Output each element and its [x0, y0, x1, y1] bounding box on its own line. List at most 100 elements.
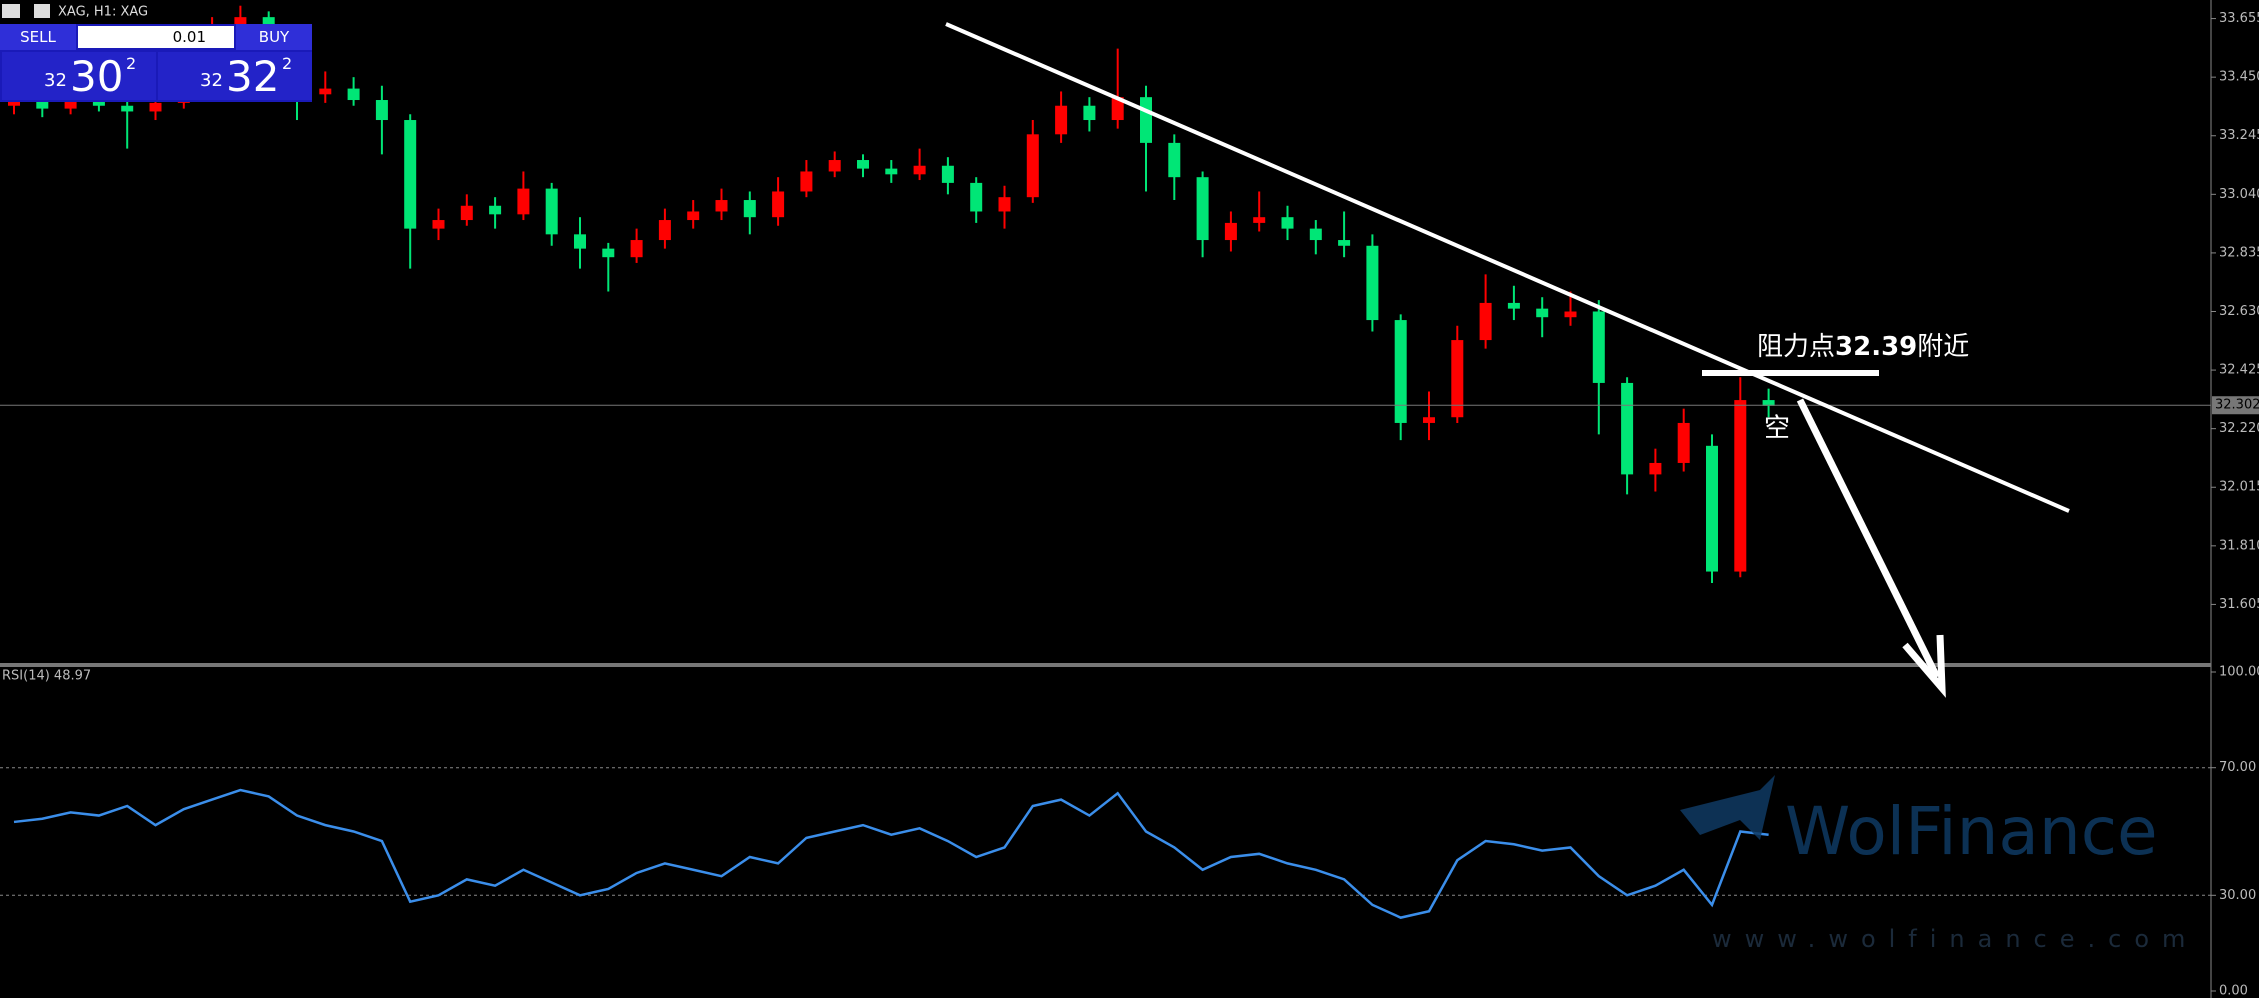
- price-main: 32: [226, 52, 280, 101]
- watermark: WolFinance: [1785, 793, 2158, 870]
- signal-text: 空: [1764, 414, 1790, 444]
- resistance-level: 32.39: [1835, 332, 1917, 362]
- candle-body: [1592, 311, 1605, 383]
- y-tick-label: 32.630: [2219, 304, 2259, 319]
- y-tick-label: 30.00: [2219, 888, 2256, 903]
- candle-body: [828, 160, 841, 172]
- price-big: 32: [200, 70, 223, 91]
- last-price-box: [2212, 396, 2259, 415]
- y-tick-label: 33.245: [2219, 128, 2259, 143]
- price-small: 2: [282, 54, 293, 73]
- candle-body: [1055, 105, 1068, 135]
- trade-panel: SELL 0.01 BUY 32 30 2 32 32 2: [0, 24, 312, 102]
- y-tick-label: 33.450: [2219, 70, 2259, 85]
- resistance-prefix: 阻力点: [1757, 332, 1835, 362]
- candle-body: [1479, 302, 1492, 341]
- y-tick-label: 32.220: [2219, 421, 2259, 436]
- candle-body: [64, 97, 77, 109]
- candle-body: [630, 240, 643, 258]
- y-tick-label: 32.835: [2219, 245, 2259, 260]
- candle-body: [1281, 217, 1294, 229]
- candle-body: [1168, 142, 1181, 178]
- candle-body: [1083, 105, 1096, 121]
- y-tick-label: 33.655: [2219, 11, 2259, 26]
- y-tick-label: 33.040: [2219, 187, 2259, 202]
- candle-body: [1734, 400, 1747, 572]
- candle-body: [545, 188, 558, 235]
- candle-body: [319, 88, 332, 95]
- resistance-text: 阻力点32.39附近: [1757, 332, 1969, 362]
- candle-body: [1762, 400, 1775, 406]
- candle-body: [1706, 445, 1718, 572]
- candle-body: [715, 200, 728, 212]
- y-tick-label: 32.015: [2219, 480, 2259, 495]
- y-tick-label: 100.00: [2219, 665, 2259, 680]
- candle-body: [234, 17, 247, 29]
- symbol-label: XAG, H1: XAG: [58, 5, 148, 20]
- resistance-suffix: 附近: [1917, 332, 1969, 362]
- rsi-line: [13, 788, 1769, 919]
- candle-body: [1196, 177, 1209, 241]
- indicator-title: RSI(14) 48.97: [2, 669, 91, 684]
- candle-body: [970, 182, 983, 212]
- candle-body: [8, 100, 20, 106]
- menu-icon: [2, 4, 20, 18]
- candle-body: [460, 205, 473, 221]
- arrow-head: [1902, 634, 1946, 698]
- arrow-shaft: [1796, 398, 1941, 679]
- y-tick-label: 32.425: [2219, 363, 2259, 378]
- candle-body: [1366, 245, 1379, 321]
- candle-body: [941, 165, 954, 183]
- candle-body: [1111, 97, 1124, 121]
- sell-button[interactable]: SELL: [0, 24, 76, 50]
- candle-body: [998, 197, 1011, 212]
- candle-body: [489, 205, 502, 215]
- candle-body: [517, 188, 530, 215]
- candle-body: [574, 234, 586, 249]
- candle-body: [36, 100, 49, 109]
- candle-body: [404, 120, 417, 229]
- y-tick-label: 70.00: [2219, 760, 2256, 775]
- buy-button[interactable]: BUY: [236, 24, 312, 50]
- y-tick-label: 0.00: [2219, 984, 2248, 998]
- candle-body: [375, 100, 388, 121]
- candle-body: [1309, 228, 1322, 241]
- last-price-label: 32.302: [2215, 398, 2259, 413]
- candle-body: [149, 102, 162, 112]
- sell-price[interactable]: 32 30 2: [2, 52, 156, 101]
- candle-body: [1677, 422, 1690, 463]
- candle-body: [1338, 240, 1351, 246]
- candle-body: [121, 105, 134, 112]
- trendline: [945, 22, 2070, 513]
- panel-separator: [0, 663, 2211, 667]
- volume-input[interactable]: 0.01: [78, 26, 234, 48]
- price-small: 2: [126, 54, 137, 73]
- chart-icon: [34, 4, 50, 18]
- candle-body: [1507, 302, 1520, 309]
- candle-body: [885, 168, 898, 175]
- candle-body: [800, 171, 813, 192]
- candle-body: [1536, 308, 1549, 318]
- candle-body: [857, 160, 869, 169]
- candle-body: [1224, 222, 1237, 241]
- candle-body: [347, 88, 360, 101]
- candle-body: [1564, 311, 1577, 318]
- watermark-url: www.wolfinance.com: [1712, 925, 2198, 953]
- candle-body: [687, 211, 700, 221]
- candle-body: [743, 200, 756, 218]
- y-tick-label: 31.605: [2219, 597, 2259, 612]
- candle-body: [658, 220, 671, 241]
- candle-body: [1423, 417, 1435, 423]
- candle-body: [1394, 320, 1407, 423]
- price-big: 32: [44, 70, 67, 91]
- candle-body: [432, 220, 445, 229]
- candle-body: [1026, 134, 1039, 198]
- buy-price[interactable]: 32 32 2: [158, 52, 312, 101]
- candle-body: [1649, 462, 1662, 475]
- watermark-logo: [1680, 775, 1775, 840]
- candle-body: [913, 165, 926, 175]
- candle-body: [1451, 340, 1464, 418]
- candle-body: [772, 191, 785, 218]
